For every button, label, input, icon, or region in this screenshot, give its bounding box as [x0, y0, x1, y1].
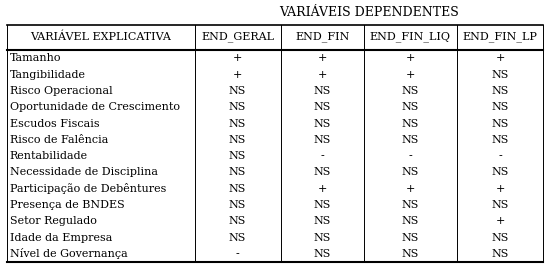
Text: NS: NS — [492, 70, 509, 80]
Text: +: + — [495, 216, 505, 226]
Text: Idade da Empresa: Idade da Empresa — [10, 233, 112, 243]
Text: NS: NS — [492, 200, 509, 210]
Text: NS: NS — [402, 216, 419, 226]
Text: NS: NS — [313, 233, 331, 243]
Text: NS: NS — [313, 135, 331, 145]
Text: NS: NS — [402, 119, 419, 129]
Text: NS: NS — [492, 86, 509, 96]
Text: Escudos Fiscais: Escudos Fiscais — [10, 119, 99, 129]
Text: NS: NS — [402, 135, 419, 145]
Text: Nível de Governança: Nível de Governança — [10, 249, 128, 259]
Text: NS: NS — [229, 151, 246, 161]
Text: NS: NS — [492, 135, 509, 145]
Text: NS: NS — [229, 184, 246, 194]
Text: +: + — [495, 53, 505, 63]
Text: +: + — [405, 184, 415, 194]
Text: NS: NS — [313, 200, 331, 210]
Text: VARIÁVEL EXPLICATIVA: VARIÁVEL EXPLICATIVA — [30, 32, 171, 42]
Text: NS: NS — [229, 119, 246, 129]
Text: Participação de Debêntures: Participação de Debêntures — [10, 183, 166, 194]
Text: END_FIN: END_FIN — [295, 32, 349, 42]
Text: NS: NS — [229, 200, 246, 210]
Text: NS: NS — [492, 119, 509, 129]
Text: NS: NS — [229, 167, 246, 178]
Text: NS: NS — [229, 216, 246, 226]
Text: Presença de BNDES: Presença de BNDES — [10, 200, 125, 210]
Text: Oportunidade de Crescimento: Oportunidade de Crescimento — [10, 102, 180, 112]
Text: NS: NS — [313, 216, 331, 226]
Text: NS: NS — [229, 86, 246, 96]
Text: Tangibilidade: Tangibilidade — [10, 70, 86, 80]
Text: +: + — [233, 70, 243, 80]
Text: +: + — [317, 53, 327, 63]
Text: +: + — [317, 70, 327, 80]
Text: END_GERAL: END_GERAL — [201, 32, 274, 42]
Text: +: + — [233, 53, 243, 63]
Text: Setor Regulado: Setor Regulado — [10, 216, 96, 226]
Text: Risco Operacional: Risco Operacional — [10, 86, 112, 96]
Text: -: - — [409, 151, 412, 161]
Text: -: - — [320, 151, 324, 161]
Text: NS: NS — [492, 167, 509, 178]
Text: END_FIN_LIQ: END_FIN_LIQ — [370, 32, 451, 42]
Text: +: + — [317, 184, 327, 194]
Text: VARIÁVEIS DEPENDENTES: VARIÁVEIS DEPENDENTES — [279, 6, 459, 19]
Text: NS: NS — [313, 167, 331, 178]
Text: NS: NS — [402, 86, 419, 96]
Text: NS: NS — [402, 102, 419, 112]
Text: NS: NS — [492, 102, 509, 112]
Text: +: + — [405, 70, 415, 80]
Text: NS: NS — [402, 200, 419, 210]
Text: NS: NS — [313, 119, 331, 129]
Text: Rentabilidade: Rentabilidade — [10, 151, 88, 161]
Text: NS: NS — [492, 249, 509, 259]
Text: NS: NS — [313, 86, 331, 96]
Text: NS: NS — [492, 233, 509, 243]
Text: NS: NS — [229, 135, 246, 145]
Text: +: + — [495, 184, 505, 194]
Text: NS: NS — [313, 102, 331, 112]
Text: END_FIN_LP: END_FIN_LP — [463, 32, 538, 42]
Text: NS: NS — [402, 233, 419, 243]
Text: NS: NS — [402, 167, 419, 178]
Text: NS: NS — [229, 102, 246, 112]
Text: NS: NS — [313, 249, 331, 259]
Text: Tamanho: Tamanho — [10, 53, 61, 63]
Text: NS: NS — [229, 233, 246, 243]
Text: -: - — [236, 249, 239, 259]
Text: Risco de Falência: Risco de Falência — [10, 135, 108, 145]
Text: -: - — [499, 151, 502, 161]
Text: Necessidade de Disciplina: Necessidade de Disciplina — [10, 167, 158, 178]
Text: +: + — [405, 53, 415, 63]
Text: NS: NS — [402, 249, 419, 259]
